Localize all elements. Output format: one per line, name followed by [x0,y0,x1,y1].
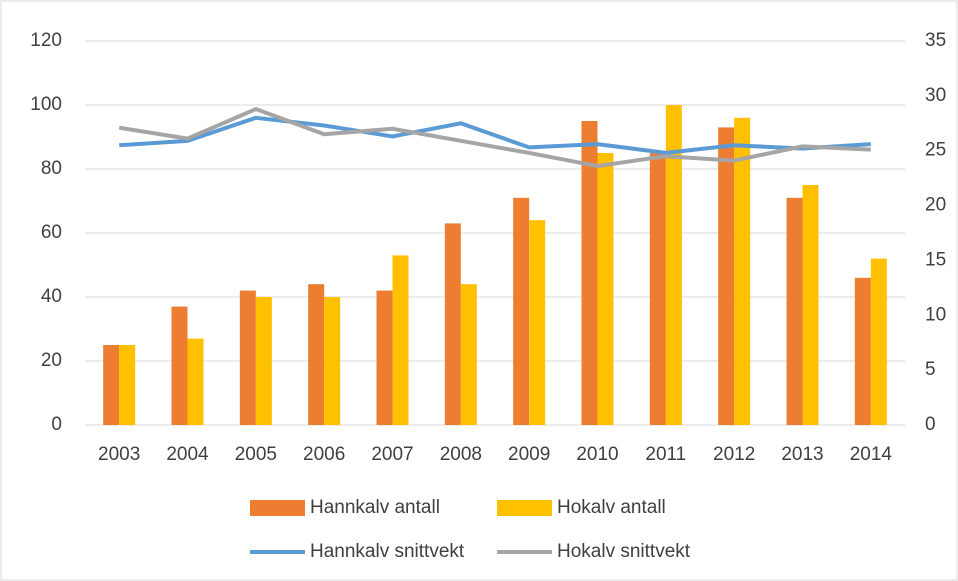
legend-swatch [250,500,305,516]
y2-tick-label: 35 [925,30,946,51]
bar [649,153,666,425]
legend-label: Hokalv snittvekt [557,541,691,562]
x-tick-label: 2007 [371,444,413,465]
legend-label: Hannkalv antall [310,497,440,518]
bar [376,290,393,425]
legend-swatch [497,500,552,516]
bar [718,127,735,426]
x-tick-label: 2003 [98,444,140,465]
bar [597,153,614,425]
x-tick-label: 2010 [576,444,618,465]
x-tick-label: 2005 [235,444,277,465]
bar [444,223,461,425]
bar [529,220,546,425]
y-tick-label: 100 [30,94,62,115]
bar [119,345,136,425]
y2-tick-label: 5 [925,359,936,380]
line [119,115,871,155]
legend-label: Hokalv antall [557,497,666,518]
bar [665,105,682,425]
y-tick-label: 120 [30,30,62,51]
y2-tick-label: 30 [925,85,946,106]
bar [255,297,272,425]
bar [870,258,887,425]
x-tick-label: 2014 [850,444,893,465]
y2-tick-label: 10 [925,304,946,325]
x-tick-label: 2009 [508,444,550,465]
bar [392,255,409,425]
x-tick-label: 2006 [303,444,345,465]
y2-tick-label: 20 [925,195,946,216]
y-tick-label: 40 [41,286,62,307]
bar [581,121,598,425]
x-tick-label: 2012 [713,444,755,465]
x-tick-label: 2011 [645,444,686,465]
y-tick-label: 0 [51,414,62,435]
line [118,107,871,169]
bar [187,338,204,425]
x-tick-label: 2004 [166,444,209,465]
y2-tick-label: 15 [925,249,946,270]
y-tick-label: 80 [41,158,62,179]
bar [308,284,325,425]
x-tick-label: 2008 [440,444,482,465]
bar [802,185,819,425]
y-tick-label: 60 [41,222,62,243]
bar [786,197,803,425]
bar [854,277,871,425]
bar [513,197,530,425]
bar [460,284,477,425]
y2-tick-label: 0 [925,414,936,435]
bar [324,297,341,425]
legend-label: Hannkalv snittvekt [310,541,465,562]
bar [103,345,120,425]
bar [239,290,256,425]
bar [734,117,751,426]
x-tick-label: 2013 [781,444,823,465]
y-tick-label: 20 [41,350,62,371]
bar [171,306,188,425]
y2-tick-label: 25 [925,140,946,161]
